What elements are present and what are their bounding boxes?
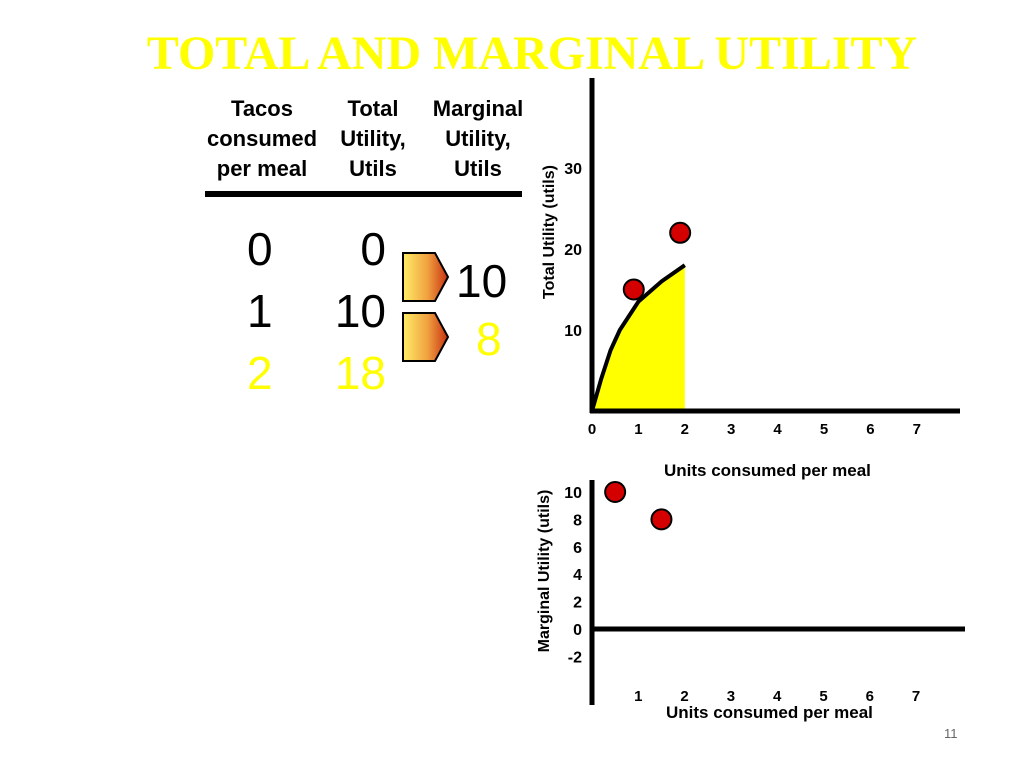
y-tick-label: 30: [564, 161, 582, 178]
data-point: [669, 221, 692, 244]
total-utility-curve: [590, 263, 686, 412]
x-tick-label: 6: [866, 421, 874, 438]
x-tick-label: 4: [773, 688, 782, 705]
page-number: 11: [944, 726, 958, 741]
data-point: [650, 508, 673, 531]
marginal-utility-chart: 1 2 3 4 5 6 7 10 8 6 4 2 0 -2: [564, 480, 965, 705]
header-total-line2: Utility,: [340, 126, 406, 151]
x-tick-label: 3: [727, 421, 735, 438]
header-tacos-line3: per meal: [216, 156, 308, 181]
total-utility-chart: 0 1 2 3 4 5 6 7 10 20 30: [564, 78, 960, 438]
header-marginal-utility: Marginal Utility, Utils: [422, 94, 534, 184]
header-total-line1: Total: [347, 96, 399, 121]
header-total-line3: Utils: [349, 156, 397, 181]
x-tick-label: 7: [913, 421, 921, 438]
data-point: [604, 481, 627, 503]
change-arrow-icon: [402, 252, 450, 302]
y-tick-label: 6: [573, 540, 582, 557]
tacos-value: 1: [247, 285, 273, 337]
slide-title: TOTAL AND MARGINAL UTILITY: [146, 27, 918, 80]
change-arrow-icon: [402, 312, 450, 362]
header-marginal-line3: Utils: [454, 156, 502, 181]
header-tacos: Tacos consumed per meal: [200, 94, 324, 184]
x-tick-label: 7: [912, 688, 920, 705]
y-tick-label: 4: [573, 567, 582, 584]
data-point: [622, 278, 645, 301]
marginal-chart-top-axis-title: Units consumed per meal: [664, 461, 871, 480]
x-tick-label: 1: [634, 688, 642, 705]
marginal-utility-value: 8: [476, 313, 502, 365]
header-marginal-line2: Utility,: [445, 126, 511, 151]
total-utility-value: 0: [360, 223, 386, 275]
x-tick-label: 1: [634, 421, 642, 438]
x-tick-label: 6: [866, 688, 874, 705]
tacos-value: 0: [247, 223, 273, 275]
x-tick-label: 4: [773, 421, 782, 438]
total-utility-value: 18: [334, 347, 386, 399]
header-tacos-line1: Tacos: [231, 96, 293, 121]
y-tick-label: 20: [564, 242, 582, 259]
x-tick-label: 0: [588, 421, 596, 438]
y-tick-label: 0: [573, 622, 582, 639]
header-tacos-line2: consumed: [206, 126, 318, 151]
header-divider: [205, 191, 522, 197]
x-tick-label: 2: [681, 421, 689, 438]
area-fill: [592, 265, 685, 411]
y-tick-label: 8: [573, 512, 582, 529]
total-utility-value: 10: [334, 285, 386, 337]
marginal-utility-value: 10: [456, 255, 508, 307]
x-tick-label: 2: [680, 688, 688, 705]
x-tick-label: 5: [819, 688, 827, 705]
y-tick-label: 10: [564, 323, 582, 340]
header-total-utility: Total Utility, Utils: [330, 94, 416, 184]
marginal-chart-x-axis-title: Units consumed per meal: [666, 703, 873, 722]
y-tick-label: 2: [573, 595, 582, 612]
y-tick-label: 10: [564, 485, 582, 502]
tacos-value: 2: [247, 347, 273, 399]
x-tick-label: 5: [820, 421, 828, 438]
x-tick-label: 3: [727, 688, 735, 705]
y-tick-label: -2: [568, 649, 582, 666]
header-marginal-line1: Marginal: [432, 96, 524, 121]
